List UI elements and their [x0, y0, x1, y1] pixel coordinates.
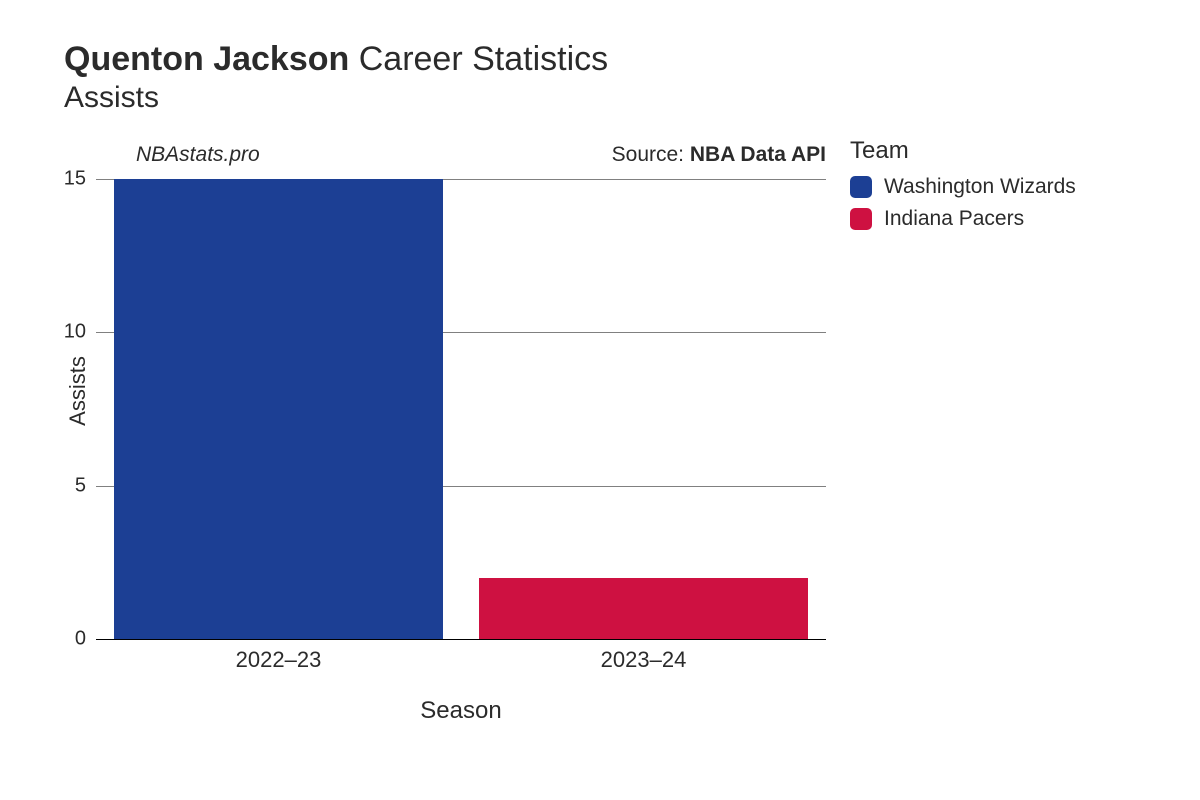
x-axis-line	[96, 639, 826, 640]
bar	[479, 578, 808, 639]
legend-item: Washington Wizards	[850, 175, 1076, 199]
legend-label: Indiana Pacers	[884, 207, 1024, 231]
source-prefix: Source:	[612, 143, 690, 166]
source-text: Source: NBA Data API	[612, 143, 826, 167]
legend-label: Washington Wizards	[884, 175, 1076, 199]
legend-title: Team	[850, 137, 1076, 165]
source-bold: NBA Data API	[690, 143, 826, 166]
watermark-text: NBAstats.pro	[136, 143, 260, 167]
chart-row: Assists NBAstats.pro Source: NBA Data AP…	[60, 143, 1160, 725]
title-block: Quenton Jackson Career Statistics Assist…	[64, 40, 1160, 115]
chart-title: Quenton Jackson Career Statistics	[64, 40, 1160, 79]
x-axis-label: Season	[96, 697, 826, 725]
xtick-row: 2022–23 2023–24	[96, 647, 826, 679]
ytick-label: 5	[56, 474, 96, 497]
ytick-label: 15	[56, 168, 96, 191]
chart-subtitle: Assists	[64, 81, 1160, 115]
legend-item: Indiana Pacers	[850, 207, 1076, 231]
legend: Team Washington Wizards Indiana Pacers	[850, 137, 1076, 239]
annotation-row: NBAstats.pro Source: NBA Data API	[96, 143, 826, 173]
title-rest: Career Statistics	[349, 40, 608, 78]
ytick-label: 0	[56, 628, 96, 651]
bar	[114, 179, 443, 639]
legend-swatch	[850, 176, 872, 198]
ytick-label: 10	[56, 321, 96, 344]
ylabel-wrap: Assists	[60, 143, 96, 639]
title-bold: Quenton Jackson	[64, 40, 349, 78]
xtick-label: 2023–24	[601, 647, 687, 673]
xtick-label: 2022–23	[236, 647, 322, 673]
plot-wrap: NBAstats.pro Source: NBA Data API 051015…	[96, 143, 826, 725]
plot-area: 051015	[96, 179, 826, 639]
legend-swatch	[850, 208, 872, 230]
chart-container: Quenton Jackson Career Statistics Assist…	[0, 0, 1200, 800]
y-axis-label: Assists	[65, 356, 91, 426]
